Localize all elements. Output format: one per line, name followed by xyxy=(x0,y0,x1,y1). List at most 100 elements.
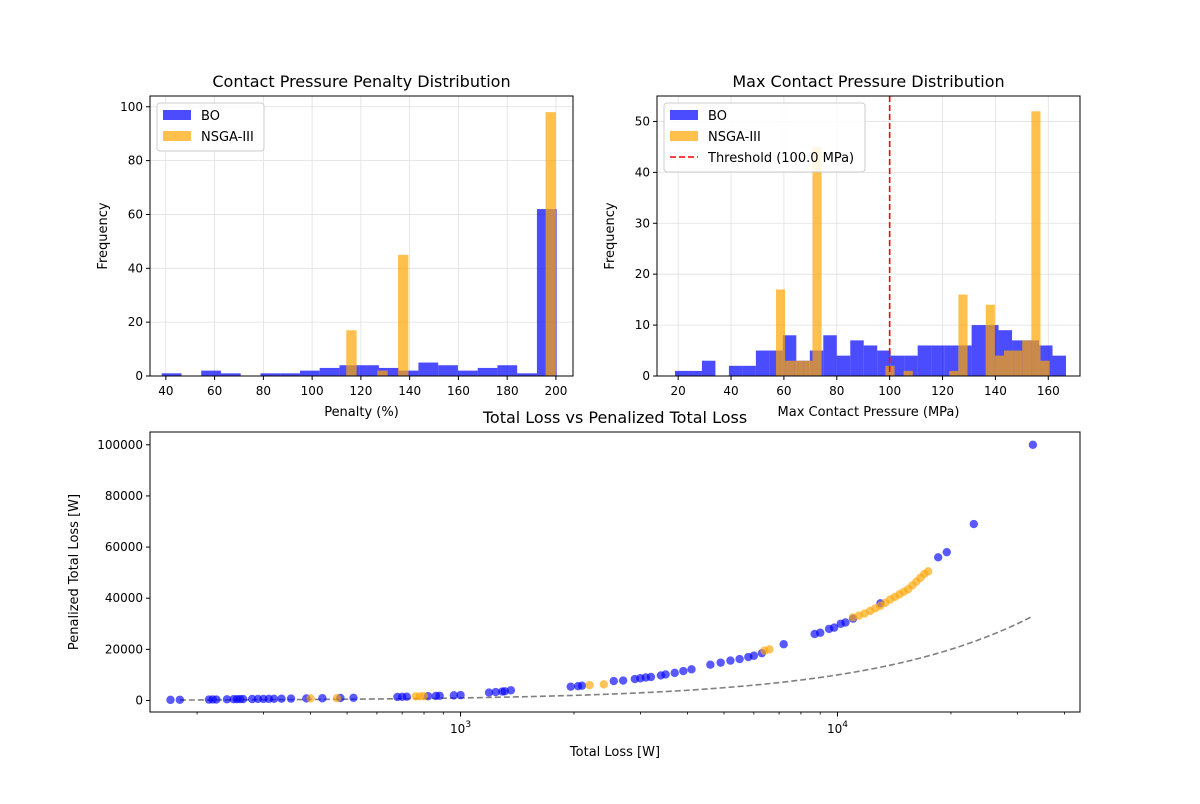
y-tick-label: 20000 xyxy=(105,642,143,656)
legend-label: Threshold (100.0 MPa) xyxy=(707,151,854,166)
histogram-bar xyxy=(863,345,878,376)
scatter-point xyxy=(222,695,232,704)
scatter-point xyxy=(646,672,656,682)
scatter-point xyxy=(318,694,327,703)
y-tick-label: 30 xyxy=(635,216,650,230)
y-tick-label: 40 xyxy=(128,261,143,275)
scatter-point xyxy=(585,680,594,690)
scatter-point xyxy=(841,618,850,627)
legend-swatch xyxy=(670,110,698,120)
histogram-bar xyxy=(971,325,986,376)
histogram-bar xyxy=(398,254,409,376)
histogram-bar xyxy=(378,367,399,376)
histogram-bar xyxy=(1013,350,1023,376)
series-bo xyxy=(166,440,1038,705)
legend-label: NSGA-III xyxy=(708,130,761,145)
scatter-point xyxy=(484,688,494,697)
scatter-point xyxy=(506,686,516,695)
histogram-bar xyxy=(280,373,300,376)
reference-line xyxy=(179,615,1034,701)
y-tick-label: 20 xyxy=(635,267,650,281)
scatter-point xyxy=(332,693,342,703)
histogram-bar xyxy=(785,360,795,376)
legend-swatch xyxy=(670,131,698,141)
y-tick-label: 100 xyxy=(120,100,143,114)
histogram-bar xyxy=(794,360,804,376)
max-pressure-histogram: 20 40 60 80 100 120 140 160 0 10 20 30 40 50 Max Conta… xyxy=(603,72,1081,420)
histogram-bar xyxy=(903,370,913,376)
x-tick-label: 80 xyxy=(256,384,271,398)
scatter-point xyxy=(419,691,429,701)
x-tick-label: 180 xyxy=(496,384,519,398)
histogram-bar xyxy=(1031,111,1041,376)
x-tick-label: 20 xyxy=(671,384,686,398)
histogram-bar xyxy=(497,365,518,376)
histogram-bar xyxy=(850,340,864,376)
scatter-point xyxy=(269,694,279,704)
scatter-point xyxy=(706,660,715,669)
histogram-bar xyxy=(812,146,822,376)
legend-label: BO xyxy=(201,109,220,124)
x-tick-label: 104 xyxy=(827,720,848,736)
scatter-point xyxy=(212,695,221,704)
scatter-point xyxy=(735,654,744,664)
legend-swatch xyxy=(163,110,191,120)
histogram-bar xyxy=(803,360,813,376)
histogram-bar xyxy=(674,370,689,376)
scatter-point xyxy=(1028,440,1038,449)
plot-frame xyxy=(149,95,574,377)
scatter-point xyxy=(716,658,725,667)
x-tick-label: 103 xyxy=(450,720,471,736)
x-axis-label: Penalty (%) xyxy=(324,405,399,420)
y-tick-label: 0 xyxy=(135,693,143,707)
histogram-bar xyxy=(949,370,959,376)
penalty-histogram: 40 60 80 100 120 140 160 180 200 0 20 40 60 80 100 Cont… xyxy=(96,72,574,420)
y-tick-label: 40000 xyxy=(105,591,143,605)
scatter-point xyxy=(816,628,825,637)
x-tick-label: 120 xyxy=(931,384,954,398)
chart-title: Contact Pressure Penalty Distribution xyxy=(212,72,510,91)
x-tick-label: 80 xyxy=(829,384,844,398)
scatter-point xyxy=(609,676,618,686)
scatter-point xyxy=(306,694,315,703)
histogram-bar xyxy=(457,370,478,376)
x-tick-label: 140 xyxy=(398,384,421,398)
histogram-bar xyxy=(994,355,1004,376)
scatter-point xyxy=(923,567,933,576)
scatter-point xyxy=(749,651,759,660)
legend: BO NSGA-III Threshold (100.0 MPa) xyxy=(663,102,866,173)
y-axis-label: Penalized Total Loss [W] xyxy=(67,494,82,650)
histogram-bar xyxy=(359,365,379,376)
scatter-point xyxy=(449,691,459,700)
scatter-point xyxy=(726,656,735,665)
scatter-point xyxy=(765,645,774,654)
histogram-bar xyxy=(319,367,340,376)
histogram-bar xyxy=(517,373,537,376)
x-tick-label: 200 xyxy=(544,384,567,398)
y-tick-label: 40 xyxy=(635,165,650,179)
scatter-point xyxy=(942,547,951,557)
histogram-bar xyxy=(944,345,959,376)
x-axis-label: Max Contact Pressure (MPa) xyxy=(778,405,960,420)
histogram-bar xyxy=(931,345,945,376)
histogram-bar xyxy=(545,112,556,377)
histogram-bar xyxy=(346,330,357,376)
scatter-point xyxy=(599,680,609,689)
histogram-bar xyxy=(1040,360,1050,376)
y-axis-label: Frequency xyxy=(603,202,618,269)
x-tick-label: 140 xyxy=(984,384,1007,398)
histogram-bar xyxy=(398,370,419,376)
x-tick-label: 60 xyxy=(776,384,791,398)
x-axis-label: Total Loss [W] xyxy=(569,745,660,760)
x-tick-label: 120 xyxy=(349,384,372,398)
scatter-point xyxy=(456,690,465,700)
histogram-bar xyxy=(755,350,770,376)
histogram-bar xyxy=(823,335,837,376)
scatter-point xyxy=(829,623,839,632)
histogram-bar xyxy=(299,370,320,376)
histogram-bar xyxy=(220,373,241,376)
histogram-bar xyxy=(775,289,786,376)
series-nsga-iii xyxy=(775,111,1050,376)
histogram-bar xyxy=(728,365,743,376)
